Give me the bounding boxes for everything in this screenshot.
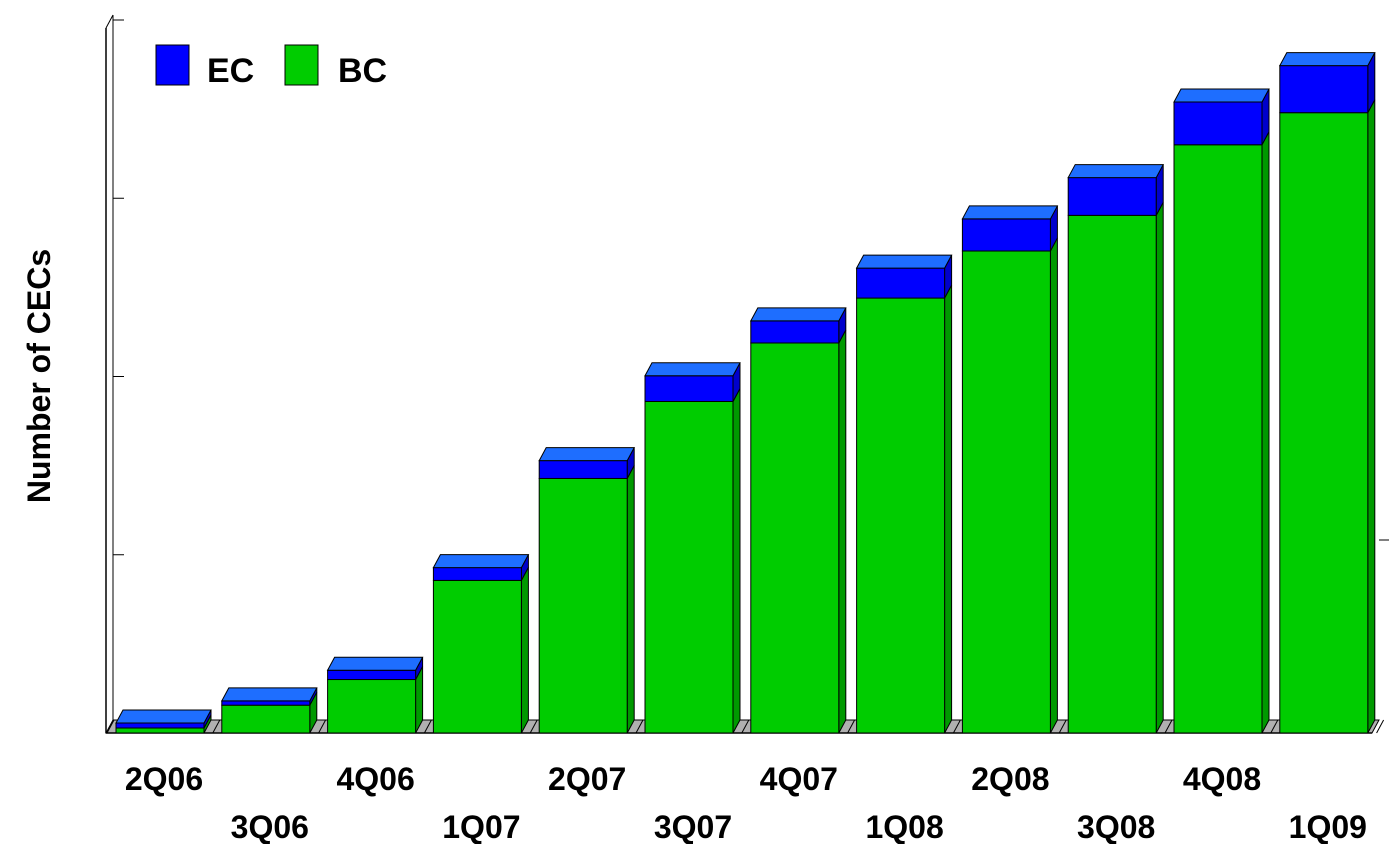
bar-top-3Q07: [644, 362, 741, 377]
bar-bc-2Q06: [115, 727, 205, 734]
floor-stripe: [212, 719, 221, 734]
bar-bc-1Q09: [1279, 112, 1369, 734]
bar-bc-side-4Q07: [838, 329, 847, 734]
bar-bc-1Q07: [432, 579, 522, 734]
bar-bc-side-3Q07: [732, 388, 741, 734]
x-tick-labels: 2Q06 3Q06 4Q06 1Q07 2Q07 3Q07 4Q07 1Q08 2Q08 3Q08…: [125, 761, 1367, 844]
x-tick-label-1Q09: 1Q09: [1289, 809, 1367, 844]
x-tick-label-2Q08: 2Q08: [971, 761, 1049, 797]
bar-top-2Q06: [115, 709, 212, 724]
bar-bc-side-1Q07: [520, 567, 529, 734]
floor-stripe: [106, 719, 115, 734]
bar-bc-1Q08: [856, 297, 946, 734]
bar-bc-2Q07: [538, 477, 628, 734]
bar-bc-side-4Q08: [1261, 131, 1270, 734]
floor-stripe: [318, 719, 327, 734]
bar-top-4Q07: [749, 307, 847, 322]
legend-swatch-bc: [284, 44, 319, 86]
bar-bc-side-1Q08: [944, 284, 953, 734]
bar-ec-1Q08: [856, 267, 946, 299]
bar-bc-3Q07: [644, 400, 734, 734]
x-tick-label-4Q07: 4Q07: [760, 761, 838, 797]
bar-top-4Q08: [1173, 88, 1270, 103]
bar-top-1Q08: [855, 254, 953, 269]
bar-top-2Q07: [538, 447, 636, 462]
legend-label-ec: EC: [207, 52, 254, 90]
x-tick-label-3Q07: 3Q07: [654, 809, 732, 844]
bar-bc-2Q08: [961, 250, 1051, 734]
x-tick-label-2Q07: 2Q07: [548, 761, 626, 797]
bar-bc-side-3Q08: [1155, 202, 1164, 734]
floor-stripe: [1164, 719, 1173, 734]
floor-stripe: [1270, 719, 1279, 734]
floor-stripe: [529, 719, 538, 734]
bar-ec-3Q06: [221, 700, 311, 706]
bar-ec-3Q08: [1067, 177, 1157, 216]
x-tick-label-1Q07: 1Q07: [442, 809, 520, 844]
y-axis-top-edge: [105, 14, 114, 29]
floor-stripe: [1376, 719, 1385, 734]
bar-bc-3Q08: [1067, 214, 1157, 734]
chart-axes: [105, 14, 1389, 734]
bar-bc-side-2Q08: [1049, 237, 1058, 734]
bar-ec-4Q06: [327, 669, 417, 681]
bar-ec-1Q09: [1279, 65, 1369, 114]
floor-stripe: [423, 719, 432, 734]
bar-top-3Q08: [1067, 164, 1165, 179]
bar-ec-3Q07: [644, 375, 734, 402]
bar-top-3Q06: [220, 687, 318, 702]
x-tick-label-4Q06: 4Q06: [336, 761, 414, 797]
floor-stripe: [741, 719, 750, 734]
floor-stripe: [635, 719, 644, 734]
bar-ec-2Q08: [961, 218, 1051, 252]
bar-ec-2Q06: [115, 722, 205, 729]
x-tick-label-3Q08: 3Q08: [1077, 809, 1155, 844]
bar-bc-4Q07: [750, 342, 840, 734]
bar-top-1Q09: [1278, 52, 1376, 67]
bar-bc-3Q06: [221, 704, 311, 734]
bar-top-2Q08: [961, 205, 1059, 220]
legend-label-bc: BC: [338, 52, 387, 90]
bar-ec-1Q07: [432, 567, 522, 581]
bar-ec-4Q08: [1173, 101, 1263, 146]
bar-bc-side-1Q09: [1367, 99, 1376, 734]
x-tick-label-1Q08: 1Q08: [865, 809, 943, 844]
bar-ec-2Q07: [538, 460, 628, 479]
x-tick-label-2Q06: 2Q06: [125, 761, 203, 797]
floor-stripe: [952, 719, 961, 734]
bar-bc-4Q06: [327, 679, 417, 734]
floor-stripe: [847, 719, 856, 734]
y-axis-label: Number of CECs: [21, 249, 57, 503]
x-tick-label-4Q08: 4Q08: [1183, 761, 1261, 797]
x-tick-label-3Q06: 3Q06: [231, 809, 309, 844]
bar-top-1Q07: [432, 554, 530, 569]
legend: EC BC: [155, 44, 387, 90]
floor-stripe: [1058, 719, 1067, 734]
legend-swatch-ec: [155, 44, 190, 86]
bar-bc-4Q08: [1173, 144, 1263, 734]
chart-bars: [115, 52, 1376, 734]
bar-top-4Q06: [326, 656, 424, 671]
bar-bc-side-2Q07: [626, 465, 635, 734]
bar-ec-4Q07: [750, 320, 840, 344]
